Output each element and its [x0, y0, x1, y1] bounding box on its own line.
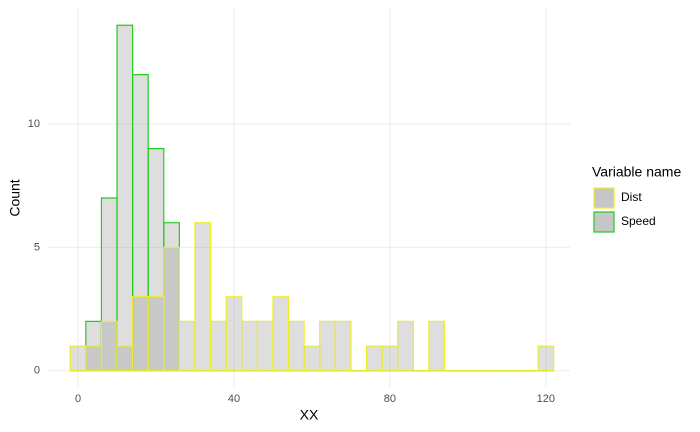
bar — [241, 320, 258, 372]
bar — [303, 345, 321, 372]
legend-key — [593, 211, 615, 233]
y-axis-title: Count — [7, 179, 23, 216]
bar — [178, 320, 196, 372]
bar — [537, 345, 555, 372]
bar — [69, 345, 87, 372]
bar — [397, 320, 414, 372]
bar — [209, 320, 227, 372]
bar — [256, 320, 274, 372]
legend-key — [593, 187, 615, 209]
bar — [272, 296, 290, 372]
bar — [163, 246, 180, 372]
bar — [100, 320, 118, 372]
x-tick-label: 80 — [384, 393, 396, 405]
bar — [381, 345, 399, 372]
bar — [147, 296, 165, 372]
bar — [287, 320, 305, 372]
bar — [131, 296, 149, 372]
x-tick-label: 120 — [537, 393, 555, 405]
bar — [225, 296, 243, 372]
x-axis-title: XX — [300, 407, 319, 423]
legend-label: Speed — [621, 214, 656, 228]
y-tick-label: 10 — [28, 118, 40, 130]
x-tick-label: 40 — [228, 393, 240, 405]
bar — [85, 345, 103, 372]
bar — [334, 320, 352, 372]
x-tick-label: 0 — [75, 393, 81, 405]
legend-title: Variable name — [592, 164, 681, 180]
bar — [116, 24, 134, 372]
bar — [116, 345, 134, 372]
y-tick-label: 5 — [34, 241, 40, 253]
bar — [428, 320, 446, 372]
y-tick-label: 0 — [34, 365, 40, 377]
bar — [365, 345, 383, 372]
legend-label: Dist — [621, 190, 642, 204]
bar — [194, 222, 212, 372]
bar — [319, 320, 336, 372]
